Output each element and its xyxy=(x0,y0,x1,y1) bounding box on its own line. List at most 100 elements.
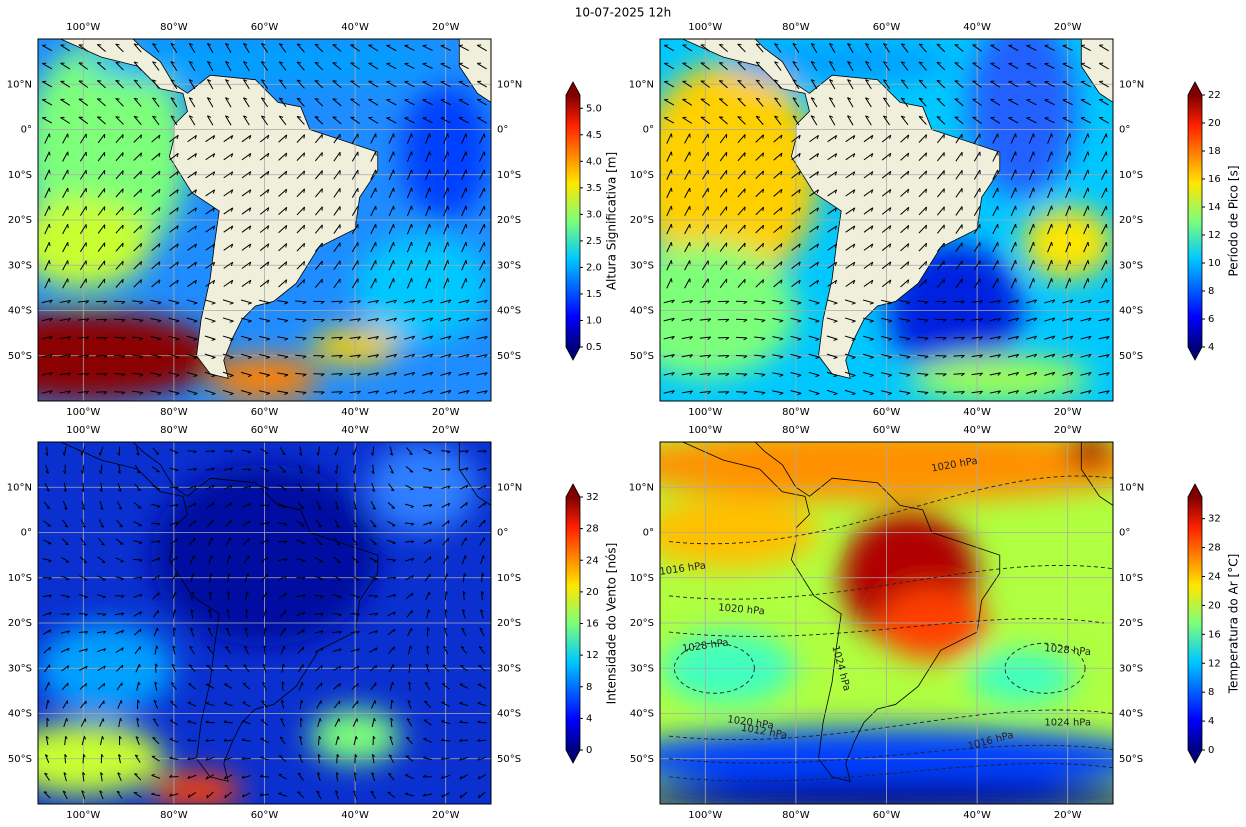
vector xyxy=(954,62,964,70)
vector xyxy=(80,519,86,528)
vector xyxy=(351,242,359,253)
lat-tick-label: 40°S xyxy=(1119,306,1143,317)
vector xyxy=(1065,169,1072,181)
vector xyxy=(684,223,691,235)
vector xyxy=(297,501,305,510)
vector xyxy=(719,242,728,252)
vector xyxy=(684,133,691,144)
vector xyxy=(260,539,269,545)
vector xyxy=(754,336,766,341)
vector xyxy=(809,261,819,269)
vector xyxy=(367,354,379,358)
vector xyxy=(701,169,709,180)
lon-tick-label: 80°W xyxy=(160,22,188,33)
colorbar-tick-label: 32 xyxy=(1208,514,1221,525)
vector xyxy=(441,520,450,527)
vector xyxy=(476,44,487,52)
vector xyxy=(277,354,289,359)
vector xyxy=(992,151,999,162)
vector xyxy=(386,80,397,88)
vector xyxy=(133,224,143,234)
vector xyxy=(296,152,306,161)
colorbar-tick-label: 28 xyxy=(1208,543,1221,554)
vector xyxy=(828,42,836,54)
vector xyxy=(259,152,270,161)
vector xyxy=(223,450,234,454)
vector xyxy=(423,719,432,726)
lat-tick-label: 40°S xyxy=(497,709,521,720)
vector xyxy=(222,299,234,305)
vector xyxy=(332,80,342,89)
vector xyxy=(388,133,395,144)
vector xyxy=(663,353,675,358)
vector xyxy=(480,573,485,583)
lat-tick-label: 50°S xyxy=(497,351,521,362)
vector xyxy=(1065,205,1072,217)
vector xyxy=(63,464,66,474)
vector xyxy=(427,627,430,637)
lat-tick-label: 50°S xyxy=(630,351,654,362)
vector xyxy=(1044,371,1056,376)
colorbar-tick-label: 22 xyxy=(1208,90,1221,101)
vector xyxy=(313,391,325,395)
vector xyxy=(186,371,198,378)
vector xyxy=(479,205,486,217)
vector xyxy=(808,371,820,378)
vector xyxy=(368,44,379,52)
vector xyxy=(1028,151,1035,162)
vector xyxy=(60,98,71,106)
vector xyxy=(936,79,946,89)
vector xyxy=(224,791,232,799)
vector xyxy=(367,372,379,376)
vector xyxy=(371,717,376,728)
vector xyxy=(918,170,928,180)
vector xyxy=(370,242,377,253)
vector xyxy=(297,646,305,654)
vector xyxy=(863,225,874,233)
vector xyxy=(900,279,910,288)
vector xyxy=(96,116,106,125)
vector xyxy=(351,682,359,690)
vector xyxy=(989,336,1001,340)
vector xyxy=(333,278,341,289)
vector xyxy=(701,151,709,162)
vector xyxy=(863,134,874,143)
vector xyxy=(206,115,214,126)
vector xyxy=(389,446,394,456)
vector xyxy=(190,609,194,619)
vector xyxy=(955,224,963,234)
vector xyxy=(95,373,108,377)
vector xyxy=(316,501,322,510)
vector xyxy=(45,464,50,474)
lat-tick-label: 10°N xyxy=(1119,482,1144,493)
vector xyxy=(1101,241,1108,253)
vector xyxy=(168,353,180,359)
vector xyxy=(95,355,108,359)
vector xyxy=(169,521,179,526)
vector xyxy=(350,575,360,581)
vector xyxy=(188,42,196,54)
colorbar-tick-label: 24 xyxy=(1208,572,1221,583)
vector xyxy=(151,134,161,143)
vector xyxy=(973,151,981,162)
vector xyxy=(1083,278,1090,289)
vector xyxy=(64,735,68,746)
vector xyxy=(809,134,819,143)
vector xyxy=(1047,241,1053,253)
vector xyxy=(205,701,215,707)
vector xyxy=(222,389,234,396)
lon-tick-label: 60°W xyxy=(873,22,901,33)
colorbar-tick-label: 12 xyxy=(1208,230,1221,241)
vector xyxy=(865,42,872,53)
vector xyxy=(278,170,288,179)
vector xyxy=(223,207,234,215)
vector xyxy=(115,224,124,234)
vector xyxy=(314,133,323,144)
vector xyxy=(351,187,359,198)
vector xyxy=(332,648,342,653)
vector xyxy=(62,700,69,709)
vector xyxy=(368,116,379,124)
vector xyxy=(772,336,784,341)
vector xyxy=(169,279,179,288)
vector xyxy=(666,241,673,253)
